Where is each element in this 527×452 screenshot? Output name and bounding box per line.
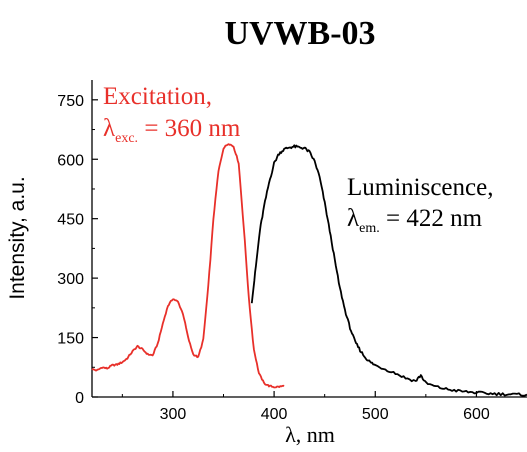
- y-tick-label-600: 600: [57, 152, 84, 169]
- y-tick-label-0: 0: [75, 390, 84, 407]
- x-tick-label-500: 500: [362, 406, 389, 423]
- x-ticks: 300 400 500 600: [121, 391, 490, 423]
- luminiscence-annotation: Luminiscence, λem. = 422 nm: [347, 174, 493, 236]
- y-tick-label-450: 450: [57, 212, 84, 229]
- excitation-value: = 360 nm: [138, 115, 241, 142]
- luminiscence-lambda: λ: [347, 205, 359, 232]
- y-tick-label-300: 300: [57, 271, 84, 288]
- x-tick-label-600: 600: [463, 406, 490, 423]
- luminiscence-label-line1: Luminiscence,: [347, 174, 493, 201]
- excitation-label-line1: Excitation,: [103, 83, 212, 110]
- svg-text:λexc. = 360 nm: λexc. = 360 nm: [103, 115, 241, 146]
- series-layer: [91, 143, 527, 397]
- luminiscence-subscript: em.: [359, 221, 380, 236]
- svg-text:λem. = 422 nm: λem. = 422 nm: [347, 205, 483, 236]
- series-line-excitation: [91, 143, 285, 389]
- excitation-subscript: exc.: [115, 131, 138, 146]
- chart-title: UVWB-03: [224, 15, 375, 52]
- excitation-annotation: Excitation, λexc. = 360 nm: [103, 83, 241, 146]
- x-tick-label-400: 400: [261, 406, 288, 423]
- plot-frame: [91, 80, 527, 398]
- x-axis-label: λ, nm: [285, 422, 335, 447]
- series-line-luminiscence: [250, 144, 527, 397]
- x-tick-label-300: 300: [160, 406, 187, 423]
- excitation-lambda: λ: [103, 115, 115, 142]
- y-axis-label: Intensity, a.u.: [6, 176, 29, 299]
- y-tick-label-150: 150: [57, 331, 84, 348]
- y-tick-label-750: 750: [57, 93, 84, 110]
- luminiscence-value: = 422 nm: [380, 205, 483, 232]
- y-ticks: 0 150 300 450 600 750: [57, 93, 98, 407]
